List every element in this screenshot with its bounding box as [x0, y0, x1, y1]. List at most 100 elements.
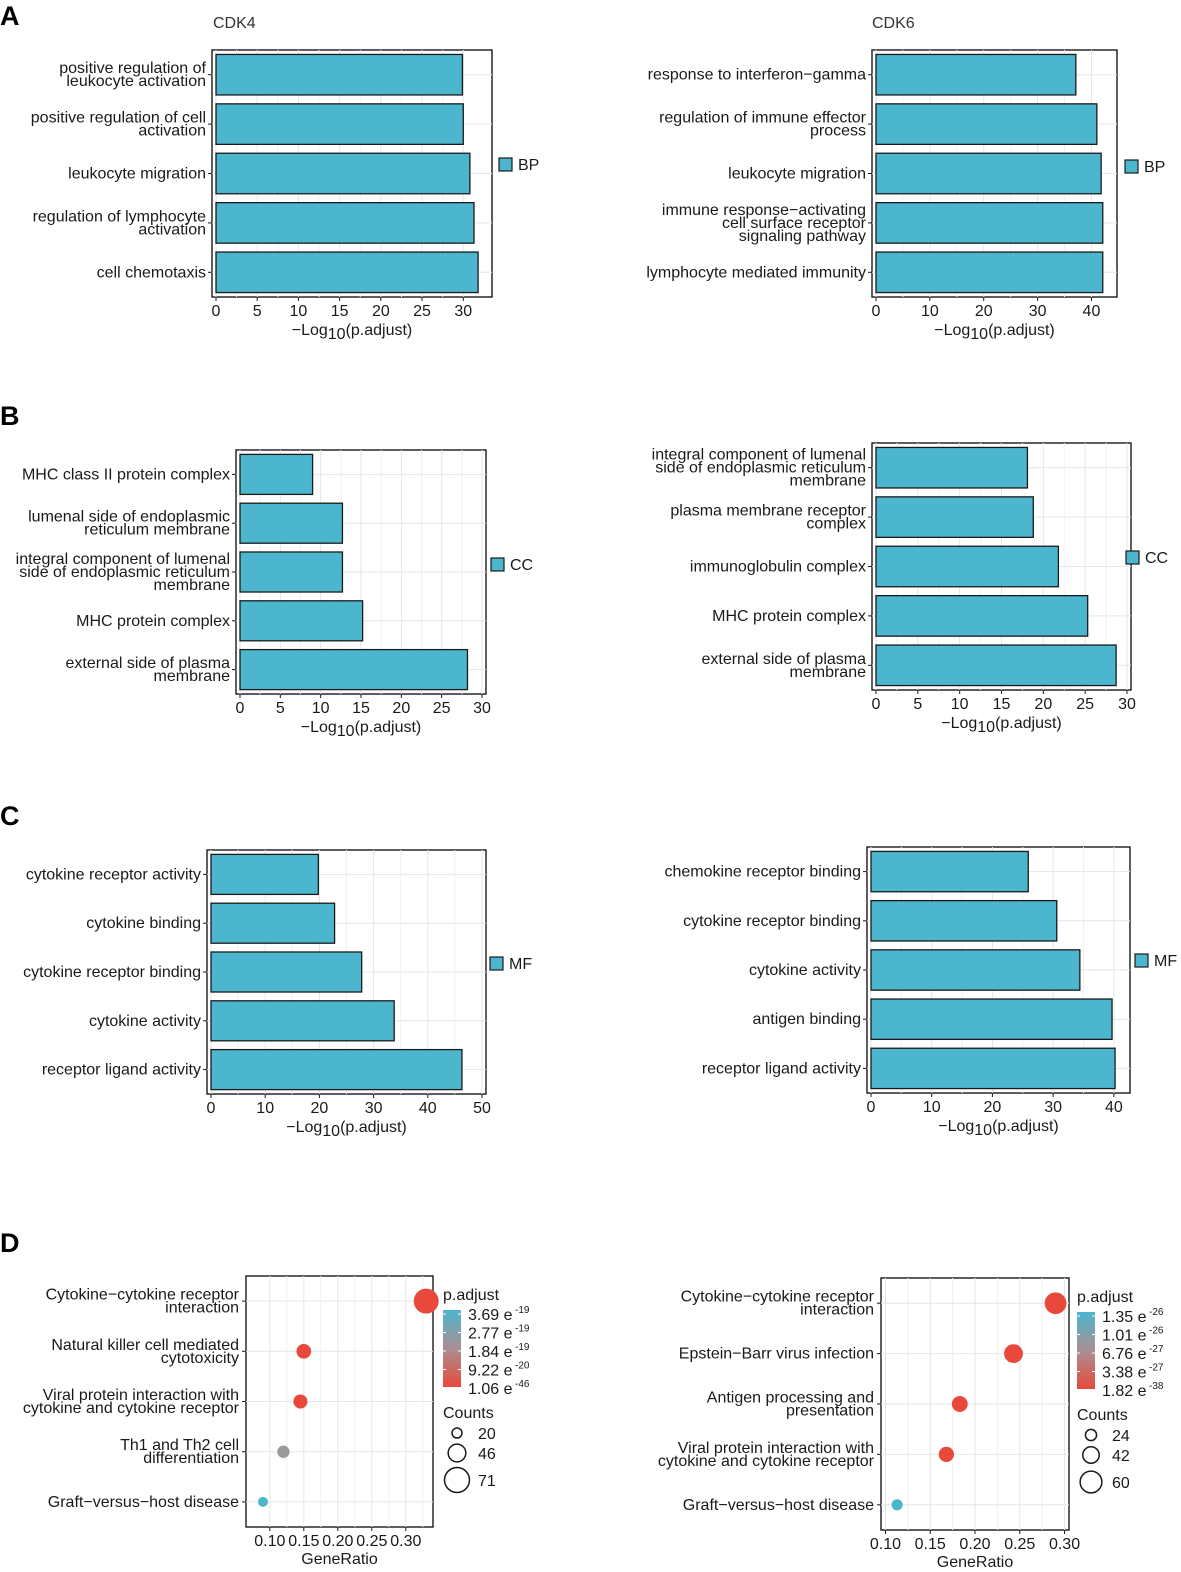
category-label-4-line-1: Th1 and Th2 cell — [120, 1437, 239, 1454]
xtick-label-0: 0 — [236, 700, 245, 717]
xtick-label-5: 25 — [1076, 696, 1094, 713]
category-label-1-line-1: cytokine receptor activity — [26, 866, 201, 883]
xtick-label-1: 0.15 — [288, 1533, 319, 1550]
chart-a-right: response to interferon−gamma regulation o… — [646, 15, 1165, 343]
bar-1 — [875, 53, 1077, 96]
xtick-label-5: 25 — [413, 303, 431, 320]
size-legend-circle-3 — [443, 1466, 471, 1494]
category-label-5-line-1: Graft−versus−host disease — [48, 1494, 239, 1511]
xtick-label-6: 30 — [473, 700, 491, 717]
bar-1 — [239, 453, 314, 496]
color-legend-value-4: 9.22 e — [468, 1363, 513, 1380]
xtick-label-1: 0.15 — [915, 1536, 946, 1553]
x-axis-title: −Log10(p.adjust) — [941, 715, 1062, 736]
category-label-4-line-1: MHC protein complex — [712, 608, 866, 625]
color-legend-value-2: 2.77 e — [468, 1326, 513, 1343]
chart-c-right: chemokine receptor binding cytokine recep… — [664, 846, 1177, 1139]
category-label-5-line-2: membrane — [154, 668, 231, 685]
bar-2 — [215, 103, 464, 146]
category-label-1-line-1: positive regulation of — [59, 60, 206, 77]
bar-3 — [215, 152, 471, 195]
bar-5 — [870, 1047, 1116, 1090]
bar-3 — [875, 545, 1060, 588]
category-label-2-line-2: cytotoxicity — [161, 1350, 239, 1367]
category-label-2-line-2: process — [810, 123, 866, 140]
xtick-label-1: 5 — [913, 696, 922, 713]
legend-swatch — [489, 956, 504, 971]
xtick-label-5: 25 — [433, 700, 451, 717]
bar-1 — [215, 53, 464, 96]
color-legend-exponent-1: -26 — [1149, 1307, 1164, 1318]
legend-swatch — [1124, 159, 1139, 174]
x-axis-title: GeneRatio — [301, 1551, 378, 1568]
size-legend-title: Counts — [443, 1405, 494, 1422]
xtick-label-0: 0 — [212, 303, 221, 320]
category-label-1-line-1: integral component of lumenal — [652, 447, 866, 464]
xtick-label-2: 0.20 — [959, 1536, 990, 1553]
legend-swatch — [498, 157, 513, 172]
legend-swatch — [490, 557, 505, 572]
category-label-1-line-1: chemokine receptor binding — [664, 864, 861, 881]
category-label-2-line-1: plasma membrane receptor — [670, 503, 866, 520]
color-legend-title: p.adjust — [1077, 1289, 1134, 1306]
xtick-label-3: 15 — [993, 696, 1011, 713]
bar-3 — [210, 951, 363, 993]
point-4 — [938, 1446, 954, 1463]
xtick-label-3: 30 — [1044, 1099, 1062, 1116]
color-legend-exponent-3: -19 — [515, 1342, 530, 1353]
bar-2 — [875, 103, 1098, 146]
point-5 — [891, 1499, 903, 1511]
category-label-2-line-2: complex — [806, 516, 866, 533]
xtick-label-0: 0.10 — [254, 1533, 285, 1550]
size-legend-value-1: 20 — [478, 1426, 496, 1443]
bar-4 — [875, 594, 1089, 637]
xtick-label-1: 10 — [921, 303, 939, 320]
category-label-3-line-1: integral component of lumenal — [16, 551, 230, 568]
point-2 — [296, 1343, 312, 1359]
category-label-3-line-1: cytokine receptor binding — [23, 964, 201, 981]
bar-2 — [210, 902, 336, 944]
point-3 — [293, 1394, 308, 1409]
xtick-label-4: 20 — [372, 303, 390, 320]
legend-label: CC — [510, 557, 533, 574]
xtick-label-2: 20 — [311, 1100, 329, 1117]
category-label-2-line-1: regulation of immune effector — [659, 110, 867, 127]
xtick-label-2: 20 — [984, 1099, 1002, 1116]
category-label-1-line-1: Cytokine−cytokine receptor — [46, 1287, 240, 1304]
size-legend-value-1: 24 — [1112, 1428, 1130, 1445]
category-label-3-line-1: Viral protein interaction with — [43, 1387, 239, 1404]
bar-4 — [210, 1000, 395, 1042]
category-label-5-line-2: membrane — [790, 664, 867, 681]
category-label-4-line-1: immune response−activating — [662, 202, 866, 219]
xtick-label-5: 50 — [473, 1100, 491, 1117]
bar-1 — [875, 446, 1029, 489]
category-label-2-line-1: Natural killer cell mediated — [51, 1337, 239, 1354]
category-label-4-line-2: differentiation — [143, 1450, 239, 1467]
bar-4 — [870, 998, 1113, 1041]
size-legend-circle-1 — [451, 1427, 463, 1439]
category-label-4-line-3: signaling pathway — [739, 228, 866, 245]
bar-5 — [875, 251, 1104, 294]
category-label-3-line-1: cytokine activity — [749, 962, 861, 979]
xtick-label-1: 5 — [276, 700, 285, 717]
xtick-label-3: 30 — [365, 1100, 383, 1117]
xtick-label-0: 0 — [867, 1099, 876, 1116]
xtick-label-3: 15 — [331, 303, 349, 320]
category-label-3-line-2: presentation — [786, 1403, 874, 1420]
size-legend-circle-2 — [447, 1443, 467, 1463]
xtick-label-1: 10 — [256, 1100, 274, 1117]
category-label-2-line-2: reticulum membrane — [84, 522, 230, 539]
category-label-1-line-1: response to interferon−gamma — [648, 67, 866, 84]
xtick-label-6: 30 — [1118, 696, 1136, 713]
panel-label-c: C — [0, 801, 20, 831]
xtick-label-2: 10 — [312, 700, 330, 717]
xtick-label-4: 0.30 — [1049, 1536, 1080, 1553]
xtick-label-2: 10 — [951, 696, 969, 713]
bar-3 — [239, 551, 344, 593]
x-axis-title: −Log10(p.adjust) — [292, 322, 413, 343]
category-label-4-line-1: Viral protein interaction with — [678, 1440, 874, 1457]
size-legend-value-3: 60 — [1112, 1475, 1130, 1492]
xtick-label-1: 5 — [253, 303, 262, 320]
